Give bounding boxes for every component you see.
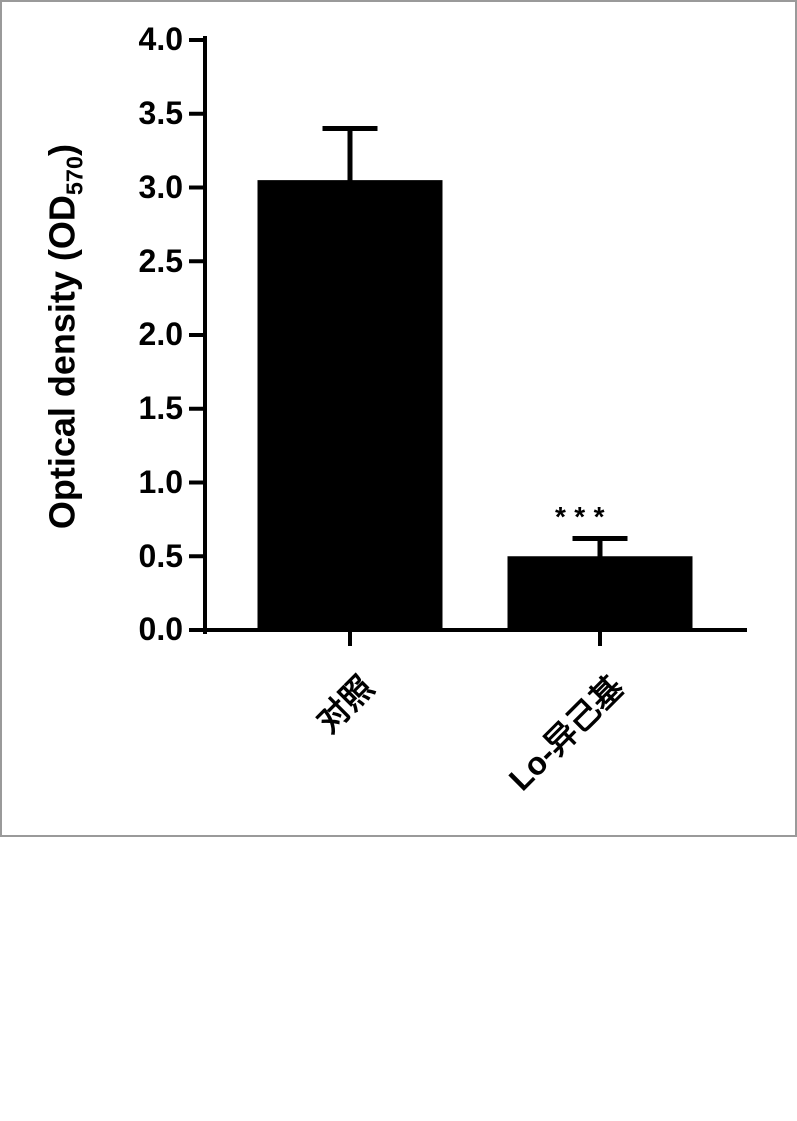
y-tick-label: 3.0 <box>139 169 183 206</box>
significance-marker: *** <box>555 501 613 533</box>
y-axis-title-sub: 570 <box>62 156 88 195</box>
chart-svg <box>0 0 797 837</box>
y-tick-label: 4.0 <box>139 21 183 58</box>
y-tick-label: 0.0 <box>139 611 183 648</box>
y-tick-label: 2.5 <box>139 243 183 280</box>
y-tick-label: 3.5 <box>139 95 183 132</box>
y-tick-label: 2.0 <box>139 316 183 353</box>
bar-chart: Optical density (OD570) 0.0 0.5 1.0 1.5 2.0 2… <box>0 0 797 837</box>
bar <box>258 180 443 630</box>
bar <box>508 556 693 630</box>
y-tick-label: 1.5 <box>139 390 183 427</box>
y-axis-title: Optical density (OD570) <box>41 137 88 537</box>
y-tick-label: 0.5 <box>139 538 183 575</box>
y-tick-label: 1.0 <box>139 464 183 501</box>
